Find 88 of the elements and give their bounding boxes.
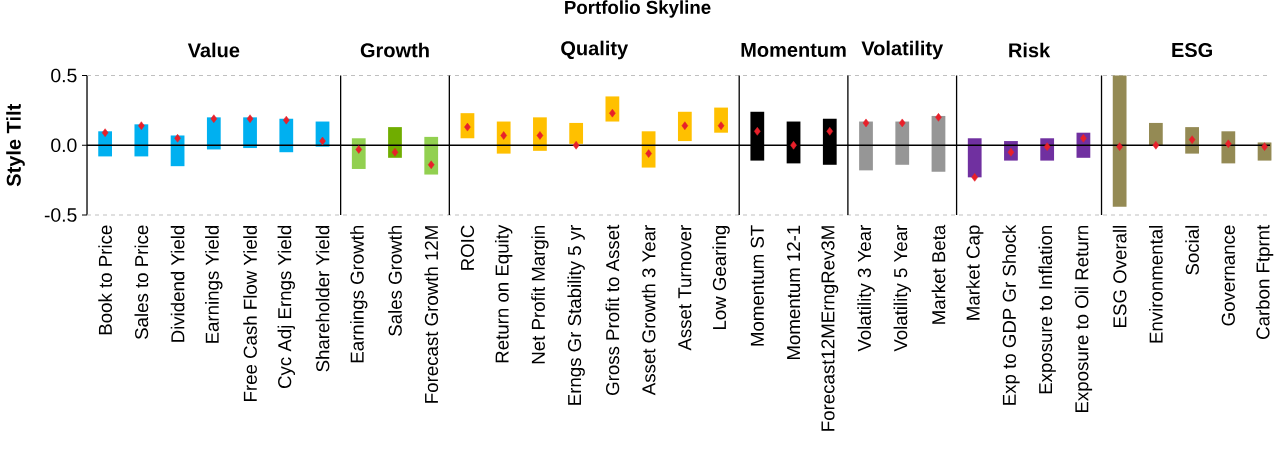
x-tick-label: Momentum ST <box>750 225 764 346</box>
point <box>246 114 254 124</box>
x-tick-label: Sales Growth <box>388 225 402 336</box>
point <box>138 121 145 130</box>
x-tick-label: Low Gearing <box>712 225 730 330</box>
point <box>174 134 181 143</box>
x-tick-label: Exposure to Oil Return <box>1074 225 1093 413</box>
point <box>500 131 507 140</box>
point <box>862 118 870 128</box>
text: ESG <box>1172 42 1212 58</box>
text: Value <box>187 42 240 58</box>
bar <box>859 121 873 171</box>
bar <box>1148 122 1163 146</box>
point <box>536 131 544 140</box>
point <box>355 145 363 154</box>
point <box>1043 142 1051 151</box>
x-tick-label: Volatility 5 Year <box>893 225 911 352</box>
text: Volatility <box>861 40 944 60</box>
text: Growth <box>360 42 429 58</box>
text: Momentum <box>741 43 846 57</box>
point <box>101 128 109 137</box>
x-tick-label: Free Cash Flow Yield <box>243 225 257 401</box>
bar <box>424 136 439 175</box>
x-tick-label: Cyc Adj Erngs Yield <box>277 225 295 389</box>
point <box>210 114 218 124</box>
bar <box>677 111 692 142</box>
x-tick-label: ROIC <box>460 225 475 270</box>
x-tick-label: Volatility 3 Year <box>857 225 875 352</box>
point <box>1116 142 1123 151</box>
point <box>971 173 978 182</box>
point <box>391 147 399 157</box>
point <box>1007 147 1015 157</box>
x-tick-label: Forecast12MErngRev3M <box>821 226 839 431</box>
point <box>1152 140 1160 150</box>
point <box>935 113 942 122</box>
point <box>754 127 761 136</box>
bar <box>134 124 149 157</box>
point <box>283 115 290 125</box>
point <box>826 127 834 136</box>
point <box>1225 139 1232 149</box>
x-tick-label: Exposure to Inflation <box>1038 225 1056 394</box>
x-tick-label: Return on Equity <box>494 224 513 363</box>
x-tick-label: Dividend Yield <box>170 225 185 342</box>
x-tick-label: Book to Price <box>98 225 112 335</box>
x-tick-label: Asset Turnover <box>678 225 692 351</box>
point <box>427 160 435 170</box>
point <box>464 122 471 132</box>
x-tick-label: Net Profit Margin <box>531 225 549 364</box>
point <box>898 118 906 128</box>
x-tick-label: Social <box>1185 225 1199 275</box>
bar <box>1112 75 1127 207</box>
point <box>790 140 797 150</box>
bar <box>569 122 584 144</box>
bar <box>967 138 982 178</box>
point <box>572 140 580 150</box>
text: Risk <box>1009 42 1051 58</box>
point <box>1080 134 1087 143</box>
point <box>1188 135 1196 144</box>
point <box>319 136 326 146</box>
text: Quality <box>561 40 629 60</box>
chart-title: Portfolio Skyline <box>565 0 711 18</box>
x-tick-label: ESG Overall <box>1112 225 1127 327</box>
y-axis-title: Style Tilt <box>6 103 25 187</box>
x-tick-label: Earnings Yield <box>205 225 223 343</box>
x-tick-label: Erngs Gr Stability 5 yr <box>567 225 585 405</box>
x-tick-label: Momentum 12-1 <box>786 225 801 360</box>
point <box>645 149 652 158</box>
y-tick-label: -0.5 <box>44 208 77 222</box>
bar <box>895 121 910 165</box>
x-tick-label: Market Cap <box>966 225 984 320</box>
x-tick-label: Earnings Growth <box>350 225 368 363</box>
point <box>681 121 689 130</box>
point <box>609 108 616 118</box>
x-tick-label: Market Beta <box>931 224 946 324</box>
x-tick-label: Carbon Ftprnt <box>1255 224 1274 339</box>
x-tick-label: Asset Growth 3 Year <box>641 225 656 396</box>
x-tick-label: Shareholder Yield <box>315 225 330 372</box>
bar <box>279 118 294 153</box>
x-tick-label: Governance <box>1221 225 1235 326</box>
x-tick-label: Exp to GDP Gr Shock <box>1002 224 1020 405</box>
point <box>717 121 725 130</box>
x-tick-label: Forecast Growth 12M <box>424 226 439 403</box>
y-tick-label: 0.0 <box>51 138 77 153</box>
x-tick-label: Sales to Price <box>134 225 149 340</box>
x-tick-label: Environmental <box>1149 225 1163 343</box>
bar <box>206 117 221 150</box>
y-tick-label: 0.5 <box>51 68 77 83</box>
x-tick-label: Gross Profit to Asset <box>605 224 620 395</box>
